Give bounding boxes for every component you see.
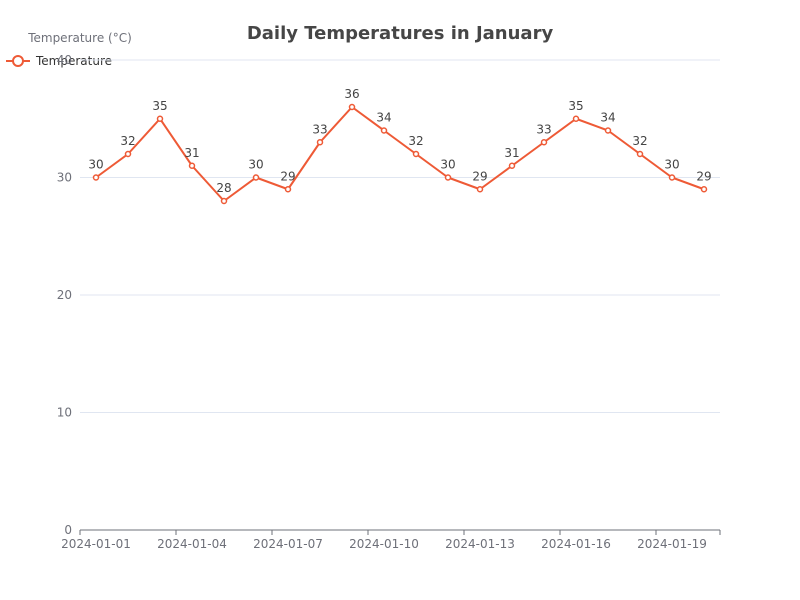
data-label: 32: [632, 134, 647, 148]
data-label: 32: [120, 134, 135, 148]
data-labels: 30 32 35 31 28 30 29 33 36 34 32 30 29 31 33 35 34 32 30 29: [88, 87, 711, 195]
data-point[interactable]: [700, 186, 708, 193]
data-label: 33: [536, 122, 551, 136]
chart-title: Daily Temperatures in January: [247, 23, 554, 44]
data-label: 29: [472, 169, 487, 183]
x-tick-label: 2024-01-07: [253, 537, 323, 551]
data-label: 29: [696, 169, 711, 183]
data-label: 30: [88, 158, 103, 172]
data-point[interactable]: [188, 162, 196, 169]
data-label: 35: [568, 99, 583, 113]
legend[interactable]: Temperature: [6, 54, 112, 68]
data-label: 34: [600, 111, 615, 125]
data-label: 35: [152, 99, 167, 113]
data-point[interactable]: [156, 115, 164, 122]
y-tick-label: 0: [64, 523, 72, 537]
y-tick-label: 40: [57, 53, 72, 67]
y-axis-label: Temperature (°C): [27, 31, 132, 45]
x-tick-label: 2024-01-16: [541, 537, 611, 551]
series-temperature: [92, 103, 708, 205]
legend-marker-icon: [12, 55, 24, 67]
legend-item-temperature: Temperature: [35, 54, 112, 68]
data-point[interactable]: [444, 174, 452, 181]
data-point[interactable]: [124, 150, 132, 158]
data-point[interactable]: [92, 174, 100, 181]
data-label: 30: [248, 158, 263, 172]
data-point[interactable]: [508, 162, 516, 169]
data-label: 29: [280, 169, 295, 183]
data-label: 30: [440, 158, 455, 172]
data-point[interactable]: [540, 139, 548, 146]
data-point[interactable]: [380, 127, 388, 134]
data-point[interactable]: [284, 186, 292, 193]
data-label: 30: [664, 158, 679, 172]
data-label: 33: [312, 122, 327, 136]
grid: [80, 59, 720, 413]
series-line: [95, 106, 705, 202]
data-point[interactable]: [316, 139, 324, 146]
data-label: 31: [504, 146, 519, 160]
data-point[interactable]: [252, 174, 260, 181]
data-label: 31: [184, 146, 199, 160]
data-point[interactable]: [668, 174, 676, 181]
data-label: 32: [408, 134, 423, 148]
x-tick-label: 2024-01-10: [349, 537, 419, 551]
data-label: 36: [344, 87, 359, 101]
data-point[interactable]: [636, 150, 644, 158]
y-tick-label: 20: [57, 288, 72, 302]
x-axis: 2024-01-01 2024-01-04 2024-01-07 2024-01-10…: [61, 529, 721, 551]
data-point[interactable]: [412, 150, 420, 158]
data-point[interactable]: [572, 115, 580, 122]
y-axis: 0 10 20 30 40: [57, 53, 72, 537]
x-tick-label: 2024-01-13: [445, 537, 515, 551]
x-tick-label: 2024-01-01: [61, 537, 131, 551]
data-point[interactable]: [348, 103, 356, 111]
y-tick-label: 10: [57, 406, 72, 420]
data-point[interactable]: [220, 197, 228, 205]
data-point[interactable]: [476, 186, 484, 193]
data-label: 28: [216, 181, 231, 195]
y-tick-label: 30: [57, 171, 72, 185]
x-tick-label: 2024-01-19: [637, 537, 707, 551]
data-label: 34: [376, 111, 391, 125]
data-point[interactable]: [604, 127, 612, 134]
x-tick-label: 2024-01-04: [157, 537, 227, 551]
